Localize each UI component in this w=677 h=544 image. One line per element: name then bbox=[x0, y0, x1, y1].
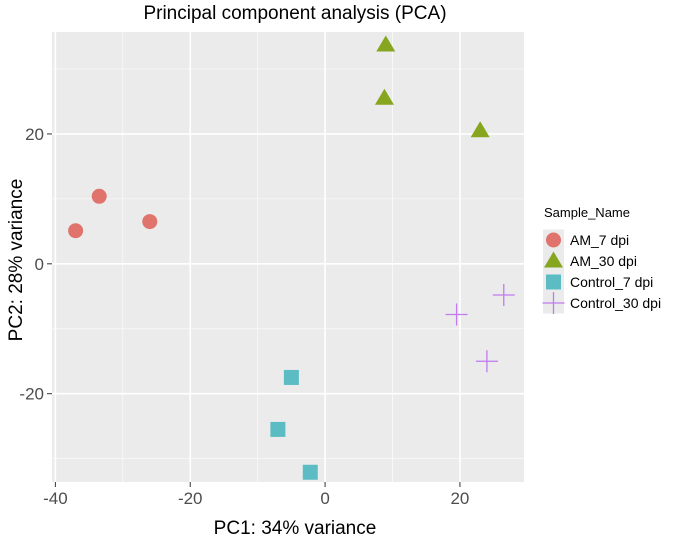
data-point bbox=[475, 350, 498, 373]
data-point bbox=[445, 303, 468, 326]
legend-item-label: AM_30 dpi bbox=[570, 253, 637, 269]
y-tick-label: 0 bbox=[35, 255, 44, 274]
y-axis-title: PC2: 28% variance bbox=[6, 179, 27, 342]
chart-title: Principal component analysis (PCA) bbox=[143, 3, 446, 24]
legend-key-marker bbox=[542, 292, 565, 314]
legend-title: Sample_Name bbox=[544, 205, 630, 220]
legend-key-marker bbox=[544, 251, 563, 268]
x-tick-label: -20 bbox=[178, 489, 203, 508]
data-point bbox=[376, 35, 396, 52]
x-tick-label: 0 bbox=[320, 489, 329, 508]
axis-ticks: -40 -20 0 20 -20 0 20 bbox=[19, 125, 469, 508]
y-tick-label: -20 bbox=[19, 385, 44, 404]
data-point bbox=[91, 188, 107, 204]
x-tick-label: 20 bbox=[450, 489, 469, 508]
plot-panel bbox=[52, 32, 524, 482]
data-point bbox=[374, 88, 394, 105]
data-point bbox=[492, 283, 515, 306]
data-point bbox=[270, 421, 286, 437]
x-tick-label: -40 bbox=[43, 489, 68, 508]
legend: Sample_Name AM_7 dpi AM_30 dpi Control_7 d… bbox=[542, 205, 661, 314]
x-axis-title: PC1: 34% variance bbox=[214, 518, 377, 539]
legend-item-label: Control_30 dpi bbox=[570, 295, 661, 311]
data-point bbox=[142, 214, 158, 230]
data-point bbox=[283, 369, 299, 385]
data-point bbox=[470, 121, 490, 138]
data-points bbox=[68, 35, 515, 480]
data-point bbox=[302, 464, 318, 480]
minor-gridlines bbox=[52, 32, 524, 482]
legend-key-marker bbox=[546, 274, 561, 290]
legend-key-marker bbox=[546, 232, 561, 248]
data-point bbox=[68, 223, 84, 239]
legend-item-label: AM_7 dpi bbox=[570, 232, 629, 248]
y-tick-label: 20 bbox=[25, 125, 44, 144]
major-gridlines bbox=[52, 32, 524, 482]
legend-item-label: Control_7 dpi bbox=[570, 274, 653, 290]
